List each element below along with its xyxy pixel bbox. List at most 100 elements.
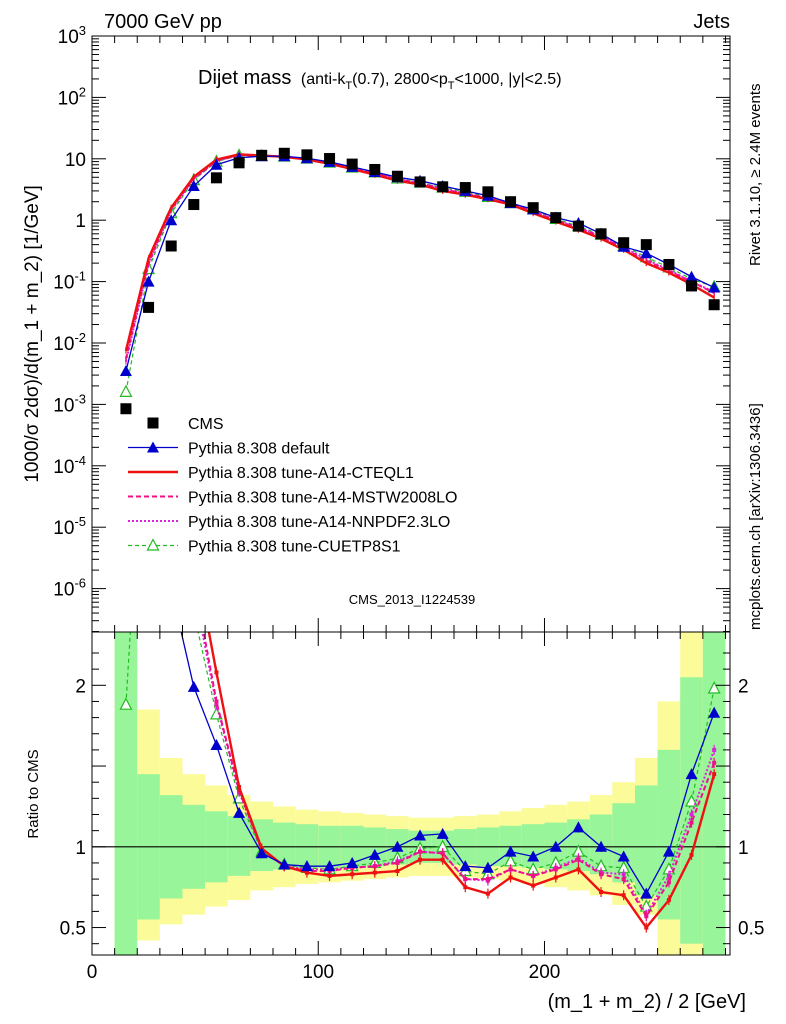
legend: CMS Pythia 8.308 default Pythia 8.308 tune…: [128, 416, 457, 556]
y-tick-label: 10-2: [53, 330, 86, 355]
point-cms-195: [527, 202, 539, 214]
point-default-275: [708, 281, 721, 293]
band-inner-bin-18: [521, 824, 545, 868]
y-tick-label: 10: [65, 150, 86, 171]
band-inner-bin-0: [114, 632, 138, 955]
main-plot-data: [119, 147, 721, 415]
point-cms-275: [708, 299, 720, 311]
ratio-point-nnpdf-45: [192, 586, 196, 590]
ratio-point-nnpdf-275: [712, 747, 717, 752]
header-energy: 7000 GeV pp: [104, 11, 222, 33]
point-cms-45: [188, 199, 200, 211]
ratio-point-cteql1-215: [576, 867, 581, 872]
legend-marker-cms: [147, 417, 159, 429]
point-cms-175: [482, 186, 494, 198]
point-cms-135: [391, 170, 403, 182]
y-tick-label: 10-4: [53, 453, 86, 478]
ratio-point-cuetp8s1-265: [685, 794, 699, 807]
ratio-point-mstw-275: [712, 760, 717, 765]
x-tick-label: 200: [529, 962, 561, 983]
point-default-35: [165, 214, 178, 226]
x-tick-label: 0: [87, 962, 98, 983]
ratio-point-nnpdf-265: [689, 812, 694, 817]
ratio-point-default-95: [300, 860, 313, 872]
ratio-point-mstw-205: [553, 867, 558, 872]
ratio-point-cteql1-95: [304, 870, 309, 875]
ratio-point-mstw-235: [621, 877, 626, 882]
ratio-panel-frame: [91, 631, 731, 956]
ratio-point-cteql1-165: [463, 885, 468, 890]
header-process: Jets: [693, 11, 730, 33]
legend-label-default: Pythia 8.308 default: [188, 441, 330, 458]
ratio-point-default-185: [504, 845, 517, 857]
mcplots-label: mcplots.cern.ch [arXiv:1306.3436]: [747, 403, 764, 630]
ratio-point-mstw-145: [418, 849, 423, 854]
ratio-point-default-75: [255, 847, 268, 859]
series-line-cuetp8s1: [125, 154, 715, 392]
ratio-point-default-225: [595, 840, 608, 852]
ratio-point-mstw-45: [192, 577, 196, 581]
ratio-point-default-195: [527, 850, 540, 862]
analysis-id: CMS_2013_I1224539: [349, 592, 476, 607]
point-cms-55: [210, 172, 222, 184]
ratio-point-default-175: [481, 861, 494, 873]
ratio-point-mstw-195: [531, 873, 536, 878]
ratio-point-mstw-25: [147, 166, 151, 170]
ratio-y-axis-label: Ratio to CMS: [25, 749, 42, 838]
main-y-ticks: 10-6 10-5 10-4 10-3 10-2 10-1 1 10 102 103: [53, 23, 730, 633]
point-cms-185: [505, 196, 517, 208]
x-tick-label: 100: [302, 962, 334, 983]
band-inner-bin-22: [612, 803, 635, 883]
ratio-y-tick-label-right: 2: [738, 676, 749, 697]
ratio-point-cteql1-115: [350, 872, 355, 877]
ratio-point-default-65: [233, 806, 246, 818]
ratio-point-cteql1-55: [214, 670, 219, 675]
y-tick-label: 10-1: [53, 269, 86, 294]
y-tick-label: 103: [58, 23, 86, 48]
band-inner-bin-7: [272, 822, 296, 870]
plot-title-detail: (anti-kT(0.7), 2800<pT<1000, |y|<2.5): [301, 71, 562, 92]
ratio-point-cteql1-145: [418, 857, 423, 862]
ratio-point-cteql1-195: [531, 883, 536, 888]
ratio-point-default-255: [662, 845, 675, 857]
point-default-245: [640, 247, 653, 259]
ratio-point-mstw-215: [576, 857, 581, 862]
legend-label-cms: CMS: [188, 416, 224, 433]
y-tick-label: 10-6: [53, 576, 86, 601]
ratio-point-cteql1-65: [237, 785, 242, 790]
ratio-point-nnpdf-255: [666, 873, 671, 878]
point-cms-15: [120, 403, 132, 415]
ratio-point-default-275: [708, 706, 721, 718]
ratio-point-mstw-35: [169, 376, 173, 380]
plot-title-main: Dijet mass: [198, 67, 291, 89]
main-y-axis-label: 1000/σ 2dσ)/d(m_1 + m_2) [1/GeV]: [22, 185, 43, 483]
ratio-point-cteql1-245: [644, 925, 649, 930]
y-tick-label: 102: [58, 84, 86, 109]
ratio-point-default-145: [414, 829, 427, 841]
band-inner-bin-26: [702, 632, 726, 955]
ratio-point-cteql1-185: [508, 875, 513, 880]
ratio-point-default-45: [187, 680, 200, 692]
ratio-point-cuetp8s1-25: [143, 324, 154, 335]
ratio-point-cteql1-205: [553, 875, 558, 880]
ratio-point-default-125: [368, 848, 381, 860]
point-default-55: [210, 158, 223, 170]
ratio-line-cuetp8s1: [125, 632, 715, 908]
point-cms-75: [256, 149, 268, 161]
point-cms-265: [686, 280, 698, 292]
point-cms-235: [618, 237, 630, 249]
point-cms-95: [301, 149, 313, 161]
ratio-point-cteql1-225: [599, 890, 604, 895]
ratio-point-default-165: [459, 860, 472, 872]
ratio-point-default-25: [143, 582, 155, 593]
ratio-point-default-235: [617, 850, 630, 862]
legend-marker-cuetp8s1: [146, 538, 160, 551]
ratio-y-tick-label-right: 1: [738, 838, 749, 859]
ratio-point-mstw-175: [485, 877, 490, 882]
point-default-15: [119, 364, 132, 376]
ratio-point-cuetp8s1-45: [188, 607, 199, 618]
ratio-point-cuetp8s1-15: [119, 697, 133, 710]
x-axis-label: (m_1 + m_2) / 2 [GeV]: [548, 991, 746, 1013]
point-cms-115: [346, 158, 358, 170]
